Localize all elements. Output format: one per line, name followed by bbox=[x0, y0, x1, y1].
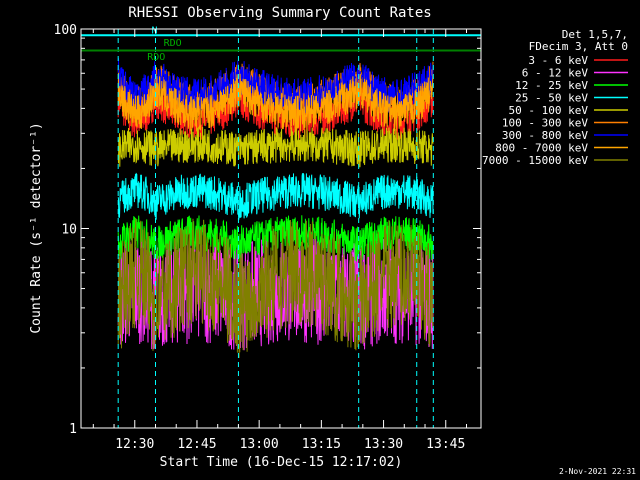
chart-title: RHESSI Observing Summary Count Rates bbox=[128, 5, 431, 21]
footer-timestamp: 2-Nov-2021 22:31 bbox=[559, 467, 636, 476]
flag-label: RDO bbox=[164, 38, 182, 49]
series-line-7 bbox=[117, 58, 434, 114]
x-tick-label: 12:30 bbox=[115, 437, 154, 452]
legend-label: 6 - 12 keV bbox=[522, 67, 589, 80]
legend-label: 3 - 6 keV bbox=[528, 54, 588, 67]
x-axis-ticks: 12:30 12:45 13:00 13:15 13:30 13:45 bbox=[92, 29, 467, 452]
x-tick-label: 13:00 bbox=[240, 437, 279, 452]
legend-header-line-2: FDecim 3, Att 0 bbox=[529, 40, 628, 53]
series-line-8 bbox=[117, 72, 434, 132]
legend-label: 12 - 25 keV bbox=[515, 79, 588, 92]
legend-label: 800 - 7000 keV bbox=[495, 142, 588, 155]
x-tick-label: 12:45 bbox=[177, 437, 216, 452]
flag-label: N bbox=[151, 25, 157, 36]
series-line-4 bbox=[117, 172, 434, 220]
x-tick-label: 13:15 bbox=[302, 437, 341, 452]
state-flags: N RDO RDO bbox=[81, 25, 481, 428]
y-axis-ticks: 1 10 100 bbox=[54, 23, 481, 437]
legend-label: 50 - 100 keV bbox=[509, 104, 589, 117]
series-curves bbox=[117, 58, 434, 359]
legend-label: 25 - 50 keV bbox=[515, 92, 588, 105]
y-tick-label: 10 bbox=[61, 223, 77, 238]
series-line-9 bbox=[117, 218, 434, 359]
flag-label: RDO bbox=[147, 52, 165, 63]
y-axis-label: Count Rate (s⁻¹ detector⁻¹) bbox=[29, 122, 44, 333]
series-line-5 bbox=[117, 126, 434, 168]
legend-label: 7000 - 15000 keV bbox=[482, 154, 588, 167]
legend-header-line-1: Det 1,5,7, bbox=[562, 28, 628, 41]
x-tick-label: 13:45 bbox=[426, 437, 465, 452]
legend-label: 100 - 300 keV bbox=[502, 117, 588, 130]
y-tick-label: 100 bbox=[54, 23, 77, 38]
x-tick-label: 13:30 bbox=[364, 437, 403, 452]
legend-label: 300 - 800 keV bbox=[502, 129, 588, 142]
x-axis-label: Start Time (16-Dec-15 12:17:02) bbox=[160, 455, 403, 470]
y-tick-label: 1 bbox=[69, 422, 77, 437]
